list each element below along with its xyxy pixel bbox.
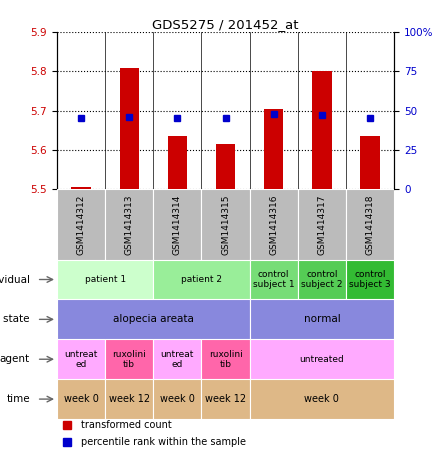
Text: untreat
ed: untreat ed [161,350,194,369]
Text: GSM1414313: GSM1414313 [125,194,134,255]
Bar [250,299,394,339]
Text: control
subject 1: control subject 1 [253,270,295,289]
Bar [120,68,139,189]
Text: transformed count: transformed count [81,420,171,430]
Text: percentile rank within the sample: percentile rank within the sample [81,437,246,447]
Text: patient 2: patient 2 [181,275,222,284]
Text: patient 1: patient 1 [85,275,126,284]
Bar [57,339,105,379]
Text: individual: individual [0,275,30,284]
Bar [201,339,250,379]
Bar [250,189,298,260]
Text: untreat
ed: untreat ed [64,350,98,369]
Bar [298,189,346,260]
Text: normal: normal [304,314,340,324]
Bar [57,299,250,339]
Text: agent: agent [0,354,30,364]
Text: GSM1414317: GSM1414317 [318,194,326,255]
Bar [250,260,298,299]
Text: GSM1414312: GSM1414312 [77,194,85,255]
Text: week 0: week 0 [304,394,339,404]
Bar [105,339,153,379]
Text: control
subject 2: control subject 2 [301,270,343,289]
Text: alopecia areata: alopecia areata [113,314,194,324]
Text: week 0: week 0 [64,394,99,404]
Text: ruxolini
tib: ruxolini tib [208,350,243,369]
Text: week 12: week 12 [109,394,150,404]
Bar [71,188,91,189]
Bar [360,136,380,189]
Text: GSM1414315: GSM1414315 [221,194,230,255]
Text: week 0: week 0 [160,394,195,404]
Text: untreated: untreated [300,355,344,364]
Bar [57,189,105,260]
Bar [264,109,283,189]
Bar [168,136,187,189]
Text: control
subject 3: control subject 3 [349,270,391,289]
Bar [57,379,105,419]
Bar [250,339,394,379]
Bar [201,189,250,260]
Text: GSM1414316: GSM1414316 [269,194,278,255]
Bar [105,379,153,419]
Bar [153,339,201,379]
Text: week 12: week 12 [205,394,246,404]
Bar [298,260,346,299]
Bar [346,189,394,260]
Bar [153,260,250,299]
Text: GSM1414314: GSM1414314 [173,194,182,255]
Text: ruxolini
tib: ruxolini tib [112,350,146,369]
Text: GSM1414318: GSM1414318 [366,194,374,255]
Bar [216,144,235,189]
Bar [250,379,394,419]
Bar [201,379,250,419]
Bar [105,189,153,260]
Text: time: time [6,394,30,404]
Bar [153,189,201,260]
Title: GDS5275 / 201452_at: GDS5275 / 201452_at [152,18,299,30]
Bar [57,260,153,299]
Text: disease state: disease state [0,314,30,324]
Bar [346,260,394,299]
Bar [312,71,332,189]
Bar [153,379,201,419]
